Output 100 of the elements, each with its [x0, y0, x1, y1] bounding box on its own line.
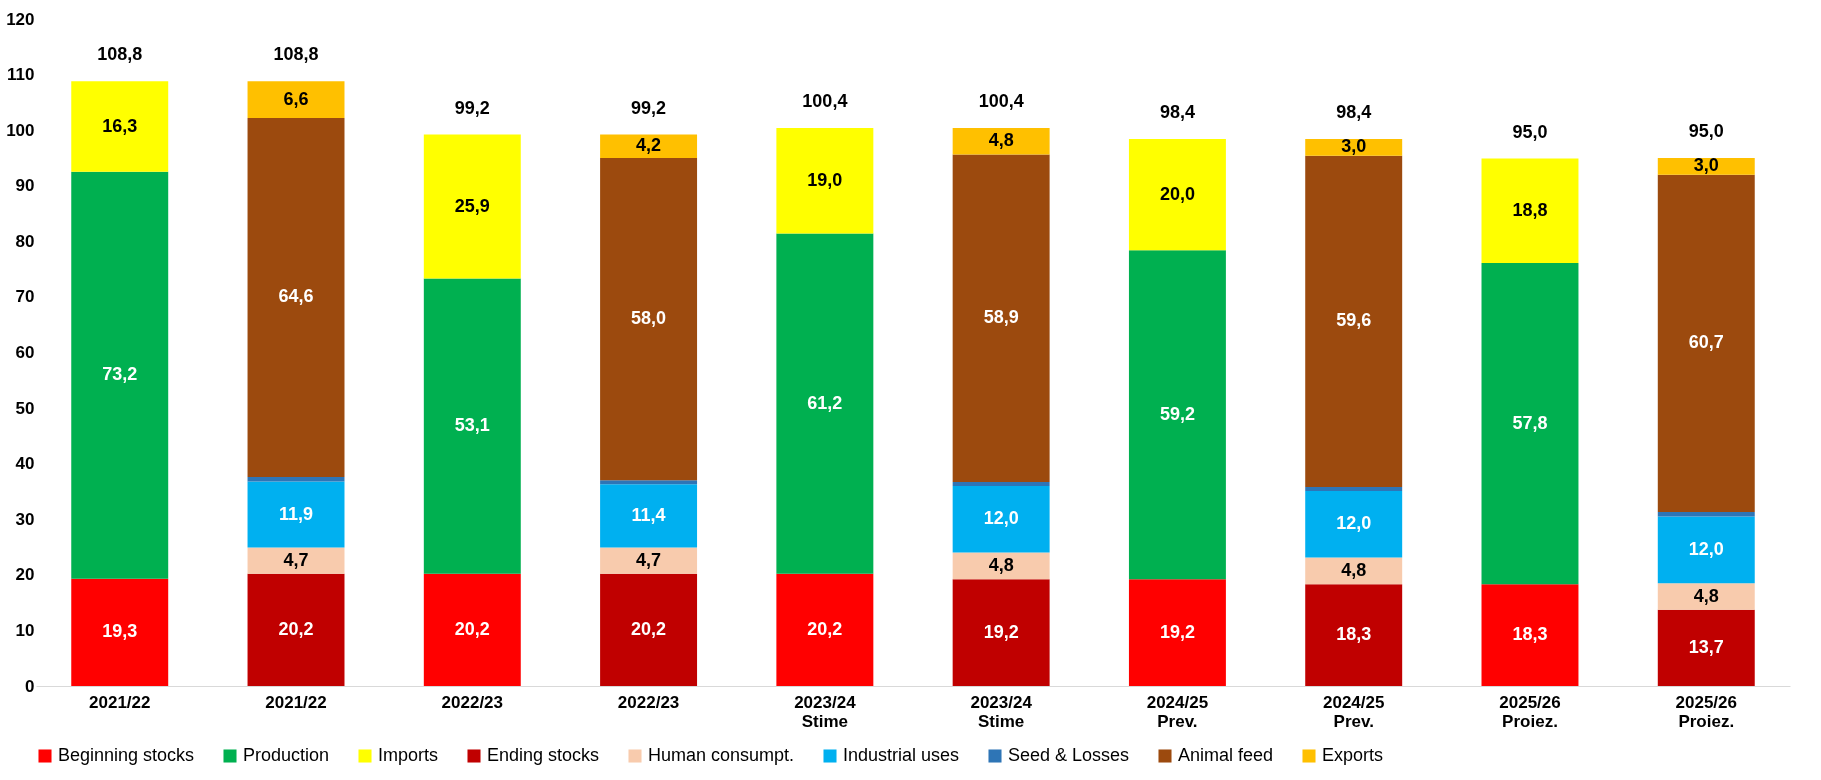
bar [1481, 584, 1579, 686]
bar [247, 81, 345, 118]
bar [1657, 157, 1755, 175]
data-label: 18,3 [1336, 624, 1372, 645]
data-label: 25,9 [454, 195, 490, 216]
y-tick-label: 90 [15, 176, 35, 196]
y-tick-label: 100 [6, 120, 35, 140]
bar [1481, 263, 1579, 585]
data-label: 12,0 [1336, 513, 1372, 534]
x-tick-label: 2021/22 [265, 692, 327, 712]
data-label: 4,7 [283, 549, 309, 570]
data-label: 19,2 [1159, 621, 1195, 642]
data-label: 59,2 [1159, 403, 1195, 424]
legend-label: Seed & Losses [1008, 745, 1130, 765]
total-label: 108,8 [97, 44, 143, 65]
x-tick-label: 2025/26 Proiez. [1675, 692, 1737, 731]
data-label: 12,0 [1688, 538, 1724, 559]
x-tick-label: 2022/23 [441, 692, 504, 712]
legend-label: Beginning stocks [58, 745, 195, 765]
bar [1128, 579, 1226, 686]
data-label: 20,2 [454, 618, 490, 639]
data-label: 60,7 [1688, 332, 1724, 353]
data-label: 20,2 [278, 618, 314, 639]
data-label: 19,0 [807, 169, 843, 190]
data-label: 3,0 [1693, 155, 1719, 176]
data-label: 4,2 [636, 135, 662, 156]
bar [600, 573, 698, 686]
data-label: 3,0 [1341, 136, 1367, 157]
y-tick-label: 40 [15, 454, 35, 474]
bar [1128, 139, 1226, 251]
bar [71, 171, 169, 579]
y-tick-label: 10 [15, 620, 35, 640]
y-tick-label: 80 [15, 231, 35, 251]
bar [247, 573, 345, 686]
data-label: 4,7 [636, 549, 662, 570]
data-label: 20,0 [1159, 183, 1195, 204]
data-label: 19,3 [102, 621, 138, 642]
legend-label: Industrial uses [843, 745, 960, 765]
data-label: 73,2 [102, 364, 138, 385]
x-tick-label: 2024/25 Prev. [1322, 692, 1385, 731]
total-label: 100,4 [978, 90, 1024, 111]
bar [952, 127, 1050, 155]
bar [952, 579, 1050, 686]
bar [952, 482, 1050, 486]
bar [1128, 250, 1226, 580]
bar [600, 484, 698, 548]
data-label: 13,7 [1688, 636, 1724, 657]
bar [247, 547, 345, 574]
data-label: 53,1 [454, 415, 490, 436]
bar [247, 117, 345, 478]
bar [1657, 512, 1755, 517]
total-label: 95,0 [1688, 120, 1724, 141]
x-tick-label: 2024/25 Prev. [1146, 692, 1209, 731]
data-label: 57,8 [1512, 412, 1548, 433]
bar [1657, 516, 1755, 584]
bar [1481, 158, 1579, 264]
x-tick-label: 2025/26 Proiez. [1499, 692, 1561, 731]
bar [952, 485, 1050, 553]
data-label: 4,8 [1693, 585, 1719, 606]
data-label: 4,8 [1341, 559, 1367, 580]
bar [1657, 174, 1755, 513]
data-label: 6,6 [283, 88, 309, 109]
data-label: 18,8 [1512, 199, 1548, 220]
bar [423, 573, 521, 686]
bar [776, 573, 874, 686]
total-label: 98,4 [1159, 102, 1195, 123]
data-label: 20,2 [807, 618, 843, 639]
y-tick-label: 30 [15, 509, 35, 529]
bar [600, 134, 698, 158]
data-label: 11,4 [631, 504, 666, 525]
bar [71, 81, 169, 172]
data-label: 4,8 [988, 554, 1014, 575]
legend-label: Ending stocks [487, 745, 600, 765]
data-label: 19,2 [983, 621, 1019, 642]
bar [600, 480, 698, 485]
total-label: 99,2 [454, 97, 490, 118]
x-tick-label: 2023/24 Stime [794, 692, 857, 731]
bar [1657, 583, 1755, 610]
total-label: 100,4 [802, 90, 848, 111]
data-label: 11,9 [278, 503, 314, 524]
y-tick-label: 50 [15, 398, 35, 418]
bar [776, 127, 874, 234]
total-label: 108,8 [273, 44, 319, 65]
legend-label: Production [243, 745, 330, 765]
legend-label: Human consumpt. [648, 745, 795, 765]
bar [247, 481, 345, 548]
x-tick-label: 2021/22 [89, 692, 151, 712]
bar [1305, 584, 1403, 686]
bar [952, 154, 1050, 483]
total-label: 95,0 [1512, 121, 1548, 142]
legend-label: Animal feed [1178, 745, 1274, 765]
bar [1305, 490, 1403, 558]
legend-label: Exports [1322, 745, 1384, 765]
bar [423, 278, 521, 574]
bar [1657, 609, 1755, 686]
y-tick-label: 0 [25, 676, 35, 696]
legend-label: Imports [378, 745, 439, 765]
data-label: 18,3 [1512, 624, 1548, 645]
data-label: 16,3 [102, 115, 138, 136]
y-tick-label: 120 [6, 9, 35, 29]
